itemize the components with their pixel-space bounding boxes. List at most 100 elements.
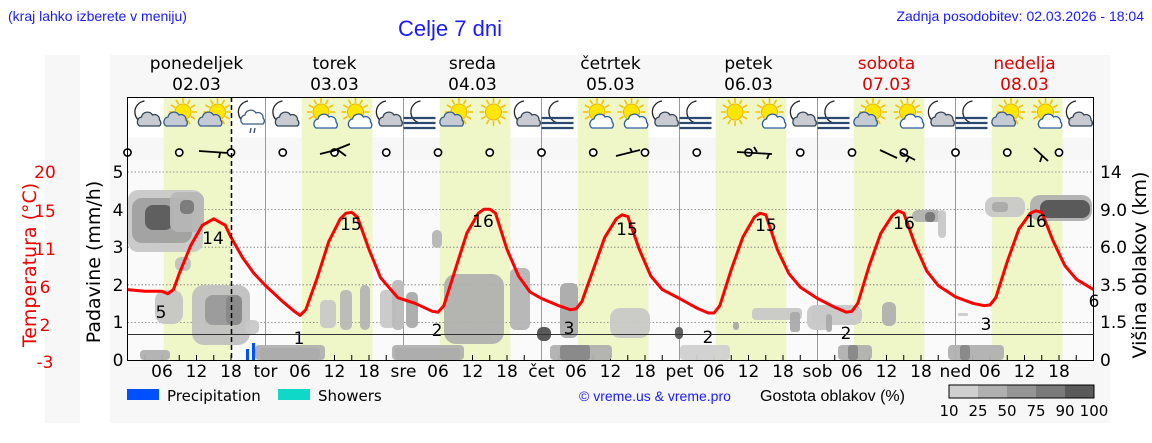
temp-axis-tick: 15 [34, 202, 56, 222]
hour-tick: 06 [841, 362, 863, 382]
location-hint[interactable]: (kraj lahko izberete v meniju) [8, 8, 187, 24]
wind-calm-marker [847, 148, 857, 157]
wind-barb-icon [337, 149, 347, 157]
wind-barb-icon [879, 149, 898, 159]
showers-legend-label: Showers [318, 387, 382, 405]
temperature-line [127, 207, 1095, 317]
cloud-icon [240, 109, 265, 125]
hour-tick: 06 [427, 362, 449, 382]
daylight-band [991, 97, 1063, 360]
hour-tick: 18 [772, 362, 794, 382]
wind-barb-icon [753, 146, 758, 153]
sun-icon [721, 98, 749, 126]
wind-barb-icon [629, 147, 633, 153]
cloud-icon [1037, 113, 1063, 129]
precipitation-bars [246, 343, 255, 360]
hour-tick: 06 [151, 362, 173, 382]
day-short-label: ned [939, 362, 971, 382]
copyright-link[interactable]: © vreme.us & vreme.pro [579, 388, 731, 404]
hour-tick: 12 [600, 362, 622, 382]
wind-calm-marker [1054, 148, 1064, 157]
wind-calm-marker [640, 148, 650, 157]
precip-axis-tick: 2 [113, 276, 124, 296]
hour-tick: 18 [634, 362, 656, 382]
day-date: 07.03 [862, 75, 911, 95]
wind-calm-marker [537, 148, 546, 157]
hour-tick: 06 [289, 362, 311, 382]
cloud-icon [930, 111, 955, 127]
cloud-icon [853, 111, 878, 127]
cloud-icon [378, 111, 403, 127]
precip-axis-tick: 3 [113, 238, 124, 258]
cloud-density-scale: 10 25 50 75 90 100 [939, 384, 1109, 420]
day-name: četrtek [580, 54, 641, 74]
day-date: 02.03 [172, 75, 221, 95]
wind-calm-marker [174, 148, 184, 157]
temp-extreme-label: 16 [1025, 212, 1047, 232]
temp-extreme-label: 5 [156, 303, 167, 323]
hour-tick: 12 [738, 362, 760, 382]
temp-axis-tick: -3 [37, 353, 54, 373]
density-tick: 100 [1080, 402, 1109, 420]
precip-axis-label: Padavine (mm/h) [83, 181, 105, 344]
density-swatch [949, 385, 978, 398]
day-date: 08.03 [1000, 75, 1049, 95]
day-short-label: pet [666, 362, 694, 382]
temp-extreme-label: 14 [202, 229, 224, 249]
density-tick: 25 [968, 402, 987, 420]
density-swatch [978, 385, 1007, 398]
wind-calm-marker [951, 148, 960, 157]
day-name: torek [313, 54, 357, 74]
legend: Precipitation Showers © vreme.us & vreme… [127, 384, 1109, 420]
wind-calm-marker [588, 148, 598, 157]
cloud-height-tick: 9.0 [1100, 201, 1127, 221]
day-date: 04.03 [448, 75, 497, 95]
wind-calm-marker [692, 148, 702, 157]
precipitation-swatch [127, 389, 159, 400]
cloud-icon [623, 113, 649, 129]
wind-barb-icon [218, 152, 221, 159]
temp-extreme-label: 16 [893, 214, 915, 234]
density-tick: 90 [1055, 402, 1074, 420]
daylight-bands [127, 97, 1094, 360]
cloud-icon [163, 111, 188, 127]
temp-extreme-label: 2 [432, 321, 443, 341]
precip-axis-tick: 5 [113, 163, 124, 183]
cloud-height-label: Višina oblakov (km) [1129, 172, 1151, 359]
cloud-icon [654, 111, 679, 127]
cloud-icon [991, 111, 1016, 127]
fog-icon [817, 116, 850, 130]
cloud-icon [516, 111, 541, 127]
day-name: petek [724, 54, 772, 74]
day-date: 03.03 [310, 75, 359, 95]
cloud-height-tick: 14 [1100, 163, 1122, 183]
wind-barb-icon [905, 156, 910, 163]
cloud-density-label: Gostota oblakov (%) [760, 388, 905, 405]
wind-barb-icon [1033, 147, 1049, 162]
weather-icons-row [134, 98, 1093, 134]
hour-tick: 12 [324, 362, 346, 382]
cloud-height-tick: 6.0 [1100, 238, 1127, 258]
precip-axis-tick: 4 [113, 201, 124, 221]
cloud-icon [761, 113, 787, 129]
temp-axis-label: Temperatura (°C) [19, 183, 41, 348]
hour-tick: 06 [703, 362, 725, 382]
density-tick: 10 [939, 402, 958, 420]
wind-barb-icon [198, 150, 229, 154]
hour-tick: 06 [565, 362, 587, 382]
wind-calm-marker [485, 148, 495, 157]
wind-calm-marker [433, 148, 443, 157]
cloud-icon [1068, 111, 1093, 127]
wind-barb-icon [736, 151, 773, 155]
temp-axis-tick: 2 [40, 316, 51, 336]
wind-calm-marker [278, 148, 288, 157]
cloud-icon [899, 113, 925, 129]
fog-icon [403, 116, 436, 130]
density-swatch [1007, 385, 1036, 398]
cloud-icon [274, 111, 300, 127]
precip-axis-tick: 0 [113, 351, 124, 371]
cloud-icon [197, 111, 223, 127]
